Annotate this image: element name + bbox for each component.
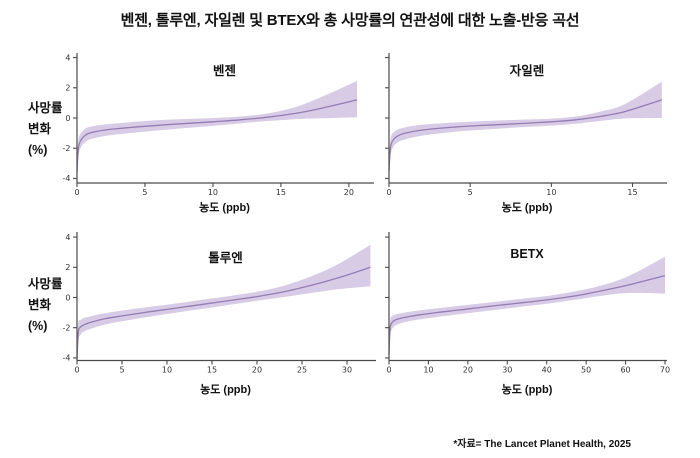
y-axis-label-top: 사망률 변화 (%) bbox=[28, 98, 63, 161]
btex-x-tick-label: 10 bbox=[423, 366, 433, 375]
btex-x-tick-label: 70 bbox=[660, 366, 670, 375]
toluene-x-tick-label: 25 bbox=[297, 366, 307, 375]
x-axis-label-xylene: 농도 (ppb) bbox=[501, 202, 553, 214]
benzene-curve bbox=[76, 99, 358, 173]
subplot-title-benzene: 벤젠 bbox=[212, 64, 236, 78]
xylene-curve bbox=[388, 99, 662, 171]
benzene-confidence-band bbox=[77, 81, 357, 177]
toluene-x-tick-label: 15 bbox=[207, 366, 217, 375]
y-axis-label-line: 사망률 bbox=[28, 277, 63, 291]
btex-x-tick-label: 30 bbox=[502, 366, 512, 375]
benzene-x-tick-label: 15 bbox=[276, 188, 286, 197]
btex-confidence-band bbox=[389, 256, 665, 358]
subplot-xylene: 0 5 10 15 bbox=[385, 53, 667, 197]
xylene-x-tick-label: 5 bbox=[468, 188, 473, 197]
toluene-y-tick-label: -4 bbox=[63, 354, 71, 363]
btex-curve bbox=[388, 274, 666, 355]
source-note: *자료= The Lancet Planet Health, 2025 bbox=[453, 439, 631, 450]
toluene-y-tick-label: 4 bbox=[65, 233, 70, 242]
toluene-confidence-band bbox=[77, 244, 371, 360]
toluene-x-tick-label: 30 bbox=[342, 366, 352, 375]
benzene-y-tick-label: -4 bbox=[63, 174, 71, 183]
y-axis-label-line: (%) bbox=[28, 143, 48, 157]
y-axis-label-line: (%) bbox=[28, 319, 48, 333]
subplot-title-btex: BETX bbox=[510, 247, 544, 261]
subplot-title-xylene: 자일렌 bbox=[509, 64, 545, 78]
x-axis-label-toluene: 농도 (ppb) bbox=[200, 384, 251, 396]
toluene-x-tick-label: 0 bbox=[74, 366, 79, 375]
toluene-curve bbox=[76, 266, 371, 360]
subplot-title-toluene: 톨루엔 bbox=[208, 251, 243, 265]
benzene-y-tick-label: 2 bbox=[65, 84, 70, 93]
btex-x-tick-label: 50 bbox=[581, 366, 591, 375]
subplot-benzene: 420-2-40 5 10 15 20 bbox=[63, 53, 374, 197]
toluene-y-tick-label: 0 bbox=[65, 293, 70, 302]
benzene-x-tick-label: 20 bbox=[344, 188, 354, 197]
toluene-x-tick-label: 10 bbox=[162, 366, 172, 375]
benzene-y-tick-label: 4 bbox=[65, 53, 70, 62]
benzene-y-tick-label: -2 bbox=[63, 144, 71, 153]
y-axis-label-line: 변화 bbox=[28, 298, 52, 312]
benzene-y-tick-label: 0 bbox=[65, 114, 70, 123]
toluene-x-tick-label: 5 bbox=[119, 366, 124, 375]
benzene-x-tick-label: 5 bbox=[142, 188, 147, 197]
xylene-x-tick-label: 15 bbox=[627, 188, 637, 197]
xylene-confidence-band bbox=[389, 81, 662, 175]
xylene-x-tick-label: 0 bbox=[386, 188, 391, 197]
benzene-x-tick-label: 0 bbox=[74, 188, 79, 197]
toluene-y-tick-label: -2 bbox=[63, 324, 71, 333]
subplot-toluene: 420-2-40 5 10 15 20 25 30 bbox=[63, 232, 376, 375]
toluene-y-tick-label: 2 bbox=[65, 263, 70, 272]
btex-x-tick-label: 20 bbox=[463, 366, 473, 375]
subplot-btex: 0 10 20 30 40 50 60 70 bbox=[385, 232, 670, 375]
y-axis-label-line: 사망률 bbox=[28, 101, 63, 115]
y-axis-label-bottom: 사망률 변화 (%) bbox=[28, 274, 63, 337]
toluene-x-tick-label: 20 bbox=[252, 366, 262, 375]
xylene-x-tick-label: 10 bbox=[546, 188, 556, 197]
btex-x-tick-label: 60 bbox=[620, 366, 630, 375]
x-axis-label-btex: 농도 (ppb) bbox=[501, 384, 553, 396]
figure-title: 벤젠, 톨루엔, 자일렌 및 BTEX와 총 사망률의 연관성에 대한 노출-반… bbox=[120, 12, 580, 29]
y-axis-label-line: 변화 bbox=[28, 122, 52, 136]
btex-x-tick-label: 0 bbox=[386, 366, 391, 375]
btex-x-tick-label: 40 bbox=[542, 366, 552, 375]
x-axis-label-benzene: 농도 (ppb) bbox=[199, 202, 250, 214]
benzene-x-tick-label: 10 bbox=[208, 188, 218, 197]
